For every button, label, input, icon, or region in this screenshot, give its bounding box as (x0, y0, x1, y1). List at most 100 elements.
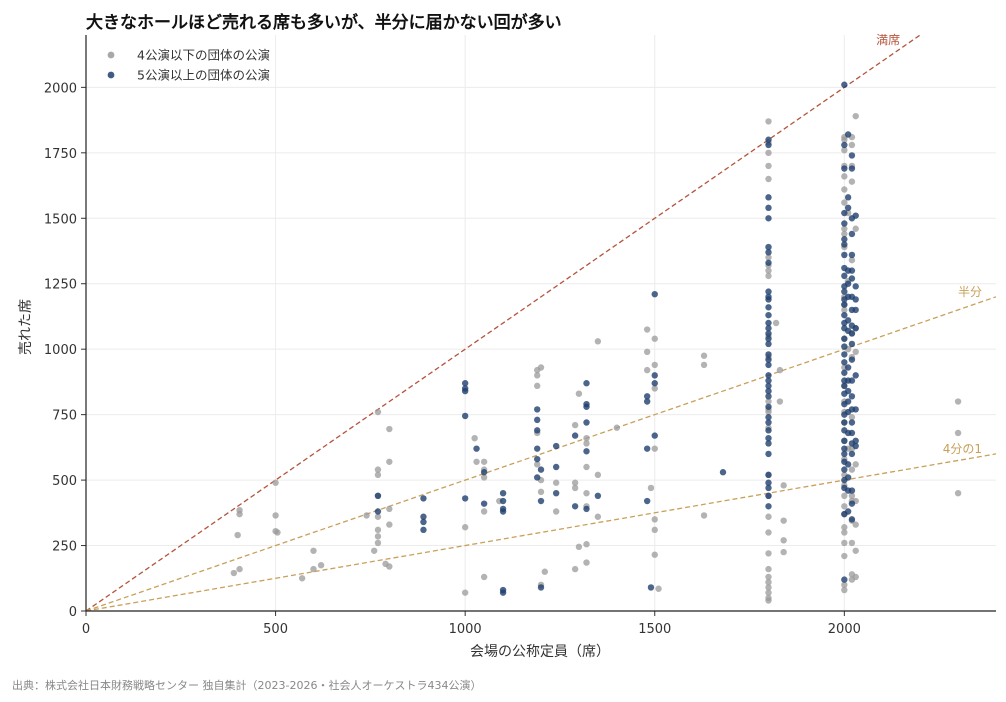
data-point-large-group (765, 325, 772, 332)
data-point-large-group (848, 500, 856, 507)
data-point-small-group (317, 561, 325, 569)
data-point-small-group (841, 524, 848, 531)
y-tick-label: 500 (52, 474, 77, 489)
data-point-large-group (841, 288, 848, 295)
data-point-small-group (480, 474, 488, 481)
data-point-large-group (537, 497, 545, 505)
data-point-small-group (651, 551, 658, 558)
data-point-large-group (534, 427, 541, 434)
data-point-small-group (848, 492, 856, 499)
reference-line-label: 満席 (876, 32, 900, 47)
data-point-large-group (480, 469, 488, 476)
data-point-large-group (765, 393, 772, 400)
data-point-small-group (841, 503, 848, 510)
data-point-large-group (841, 141, 848, 149)
data-point-small-group (473, 458, 480, 465)
data-point-large-group (852, 283, 859, 290)
y-tick-label: 0 (69, 605, 77, 620)
data-point-large-group (765, 503, 772, 510)
data-point-small-group (765, 550, 772, 557)
data-point-large-group (552, 489, 560, 497)
data-point-large-group (552, 442, 560, 450)
data-point-small-group (374, 466, 382, 473)
data-point-small-group (852, 461, 859, 468)
data-point-large-group (844, 474, 852, 481)
legend-label: 4公演以下の団体の公演 (137, 48, 270, 63)
data-point-small-group (841, 306, 848, 314)
data-point-small-group (583, 489, 590, 497)
data-point-large-group (374, 492, 382, 499)
data-point-large-group (571, 503, 579, 510)
data-point-large-group (765, 215, 772, 222)
data-point-small-group (848, 466, 856, 473)
data-point-small-group (765, 272, 772, 280)
data-point-small-group (583, 440, 590, 447)
data-point-small-group (776, 398, 784, 405)
data-point-large-group (844, 461, 852, 468)
data-point-small-group (534, 372, 541, 379)
data-point-small-group (386, 521, 393, 528)
data-point-small-group (841, 581, 848, 589)
data-point-small-group (651, 335, 658, 342)
data-point-large-group (499, 508, 507, 515)
data-point-small-group (841, 552, 848, 560)
data-point-large-group (765, 361, 772, 369)
data-point-large-group (841, 359, 848, 366)
data-point-large-group (420, 526, 427, 534)
data-point-small-group (852, 573, 859, 581)
data-point-large-group (651, 380, 658, 387)
data-point-large-group (852, 306, 859, 314)
data-point-large-group (719, 469, 727, 476)
data-point-large-group (765, 450, 772, 458)
data-point-small-group (841, 230, 848, 238)
data-point-small-group (310, 547, 317, 554)
data-point-large-group (461, 495, 469, 502)
data-point-small-group (583, 559, 590, 566)
grid-lines (85, 35, 996, 612)
data-point-large-group (765, 440, 772, 447)
y-tick-label: 250 (52, 540, 77, 555)
data-point-large-group (765, 435, 772, 442)
data-points (230, 81, 962, 604)
data-point-small-group (363, 512, 370, 519)
data-point-large-group (765, 382, 772, 390)
y-tick-label: 1500 (44, 212, 77, 227)
data-point-large-group (848, 251, 856, 259)
data-point-large-group (848, 377, 856, 384)
data-point-large-group (765, 243, 772, 251)
data-point-large-group (765, 377, 772, 384)
data-point-small-group (370, 547, 378, 554)
data-point-large-group (765, 304, 772, 311)
data-point-large-group (765, 356, 772, 363)
data-point-small-group (471, 435, 478, 442)
data-point-large-group (537, 584, 545, 591)
data-point-large-group (852, 325, 859, 332)
data-point-small-group (848, 178, 856, 185)
x-axis-label: 会場の公称定員（席） (470, 644, 610, 660)
y-tick-label: 1250 (44, 278, 77, 293)
data-point-small-group (374, 471, 382, 479)
data-point-large-group (765, 372, 772, 379)
reference-line-label: 半分 (958, 285, 982, 299)
data-point-small-group (537, 488, 545, 496)
data-point-large-group (841, 576, 848, 583)
data-point-small-group (841, 539, 848, 547)
data-point-large-group (651, 372, 658, 379)
chart-title: 大きなホールほど売れる席も多いが、半分に届かない回が多い (86, 13, 562, 33)
data-point-large-group (852, 442, 859, 450)
data-point-small-group (848, 256, 856, 264)
data-point-small-group (655, 585, 662, 592)
data-point-small-group (841, 199, 848, 206)
data-point-large-group (848, 419, 856, 426)
data-point-large-group (594, 492, 602, 499)
data-point-small-group (841, 186, 848, 193)
data-point-large-group (583, 403, 590, 410)
data-point-large-group (643, 497, 651, 505)
data-point-large-group (852, 406, 859, 413)
data-point-large-group (374, 508, 382, 515)
data-point-large-group (841, 251, 848, 259)
data-point-small-group (841, 136, 848, 143)
data-point-large-group (844, 280, 852, 287)
data-point-small-group (643, 366, 651, 374)
x-tick-label: 1000 (449, 622, 482, 637)
